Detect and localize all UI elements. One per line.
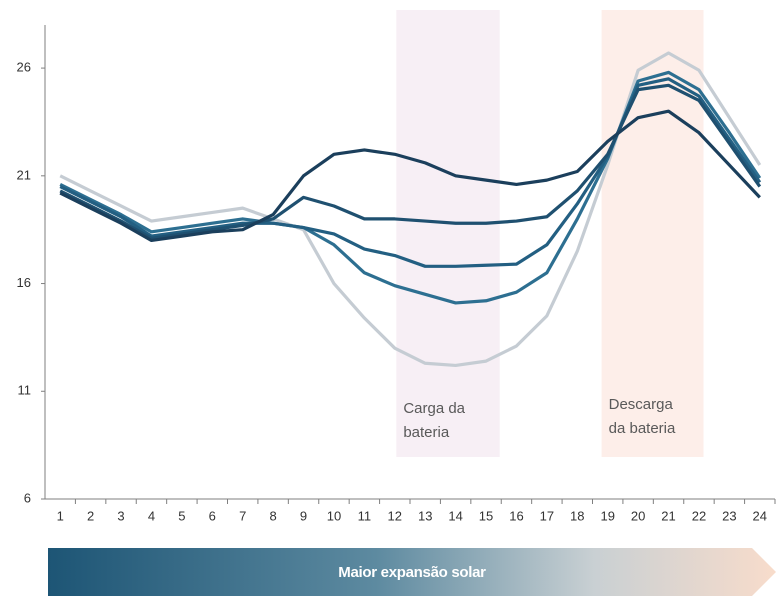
x-tick-label: 4 bbox=[148, 508, 155, 523]
band-label: bateria bbox=[403, 424, 450, 441]
x-tick-label: 1 bbox=[57, 508, 64, 523]
x-tick-label: 2 bbox=[87, 508, 94, 523]
x-tick-label: 5 bbox=[178, 508, 185, 523]
series-line bbox=[59, 51, 762, 368]
series-line bbox=[59, 77, 762, 268]
y-tick-label: 16 bbox=[17, 275, 31, 290]
x-tick-label: 20 bbox=[631, 508, 645, 523]
x-tick-label: 3 bbox=[117, 508, 124, 523]
x-tick-label: 24 bbox=[753, 508, 767, 523]
x-tick-label: 6 bbox=[209, 508, 216, 523]
x-tick-label: 13 bbox=[418, 508, 432, 523]
series-line bbox=[59, 109, 761, 243]
x-tick-label: 10 bbox=[327, 508, 341, 523]
band-label: Carga da bbox=[403, 400, 465, 417]
x-tick-label: 12 bbox=[388, 508, 402, 523]
band bbox=[396, 10, 500, 457]
x-tick-label: 21 bbox=[661, 508, 675, 523]
x-tick-label: 22 bbox=[692, 508, 706, 523]
arrow-label: Maior expansão solar bbox=[338, 564, 486, 581]
y-tick-label: 6 bbox=[24, 490, 31, 505]
x-tick-label: 17 bbox=[540, 508, 554, 523]
x-tick-label: 7 bbox=[239, 508, 246, 523]
x-tick-label: 18 bbox=[570, 508, 584, 523]
x-tick-label: 23 bbox=[722, 508, 736, 523]
y-tick-label: 26 bbox=[17, 60, 31, 75]
solar-arrow bbox=[48, 548, 776, 596]
band bbox=[601, 10, 704, 457]
x-tick-label: 8 bbox=[270, 508, 277, 523]
y-tick-label: 11 bbox=[18, 383, 32, 398]
x-tick-label: 19 bbox=[600, 508, 614, 523]
x-tick-label: 14 bbox=[448, 508, 462, 523]
x-tick-label: 9 bbox=[300, 508, 307, 523]
band-label: da bateria bbox=[609, 420, 676, 437]
y-tick-label: 21 bbox=[17, 167, 31, 182]
series-line bbox=[59, 83, 762, 240]
x-tick-label: 11 bbox=[358, 508, 372, 523]
x-tick-label: 16 bbox=[509, 508, 523, 523]
x-tick-label: 15 bbox=[479, 508, 493, 523]
series-line bbox=[59, 70, 762, 305]
band-label: Descarga bbox=[609, 396, 674, 413]
